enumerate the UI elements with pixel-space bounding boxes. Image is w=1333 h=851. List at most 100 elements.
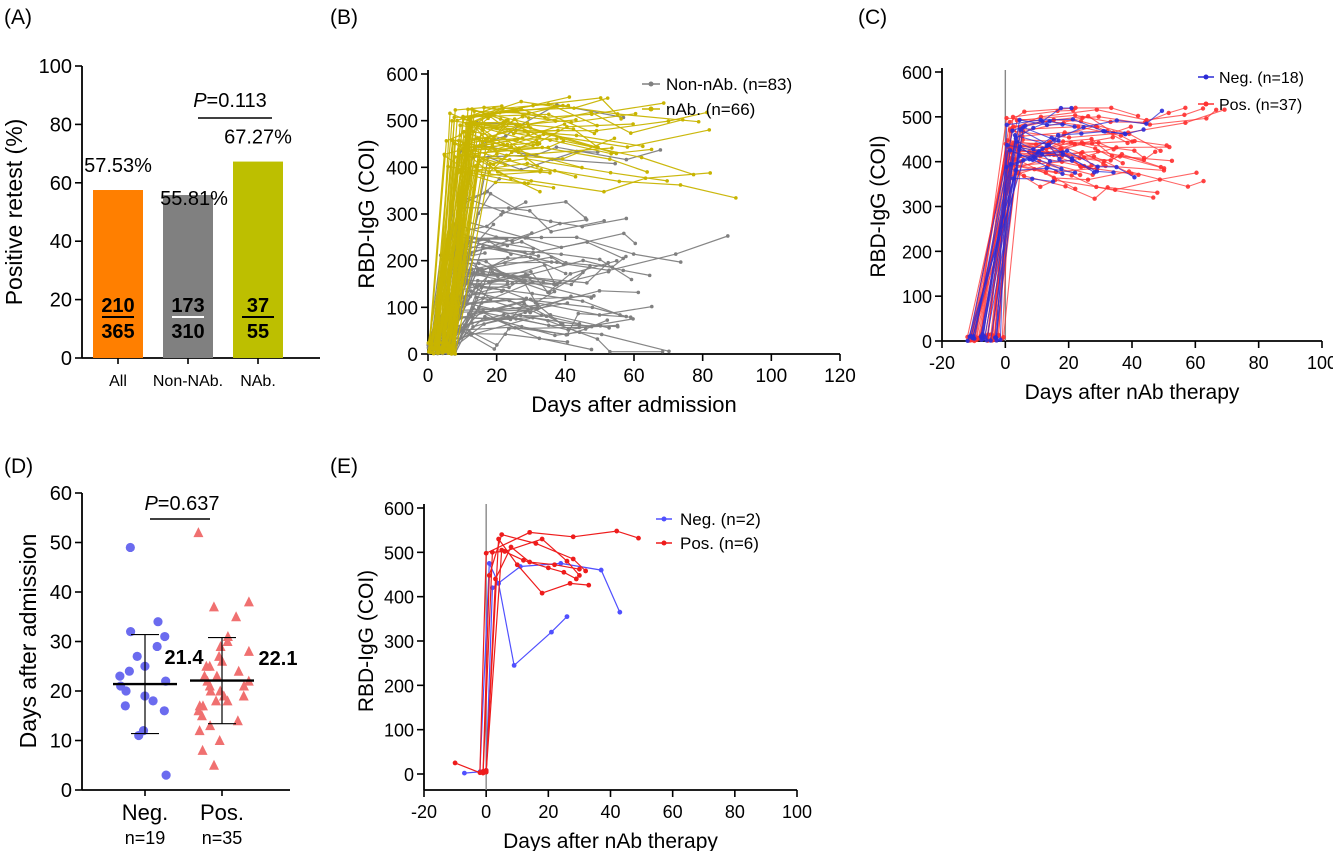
data-point xyxy=(474,295,479,300)
data-point xyxy=(563,271,568,276)
series-line xyxy=(482,562,621,773)
series-line xyxy=(485,549,577,773)
data-point xyxy=(1125,140,1130,146)
data-point xyxy=(1094,184,1099,190)
data-point xyxy=(1072,124,1077,129)
data-point xyxy=(233,665,244,676)
data-point xyxy=(1004,164,1009,170)
data-point xyxy=(612,136,617,141)
x-tick-label: NAb. xyxy=(240,373,276,390)
data-point xyxy=(1012,132,1018,138)
data-point xyxy=(1078,151,1084,156)
data-point xyxy=(548,219,553,224)
data-point xyxy=(134,730,144,741)
y-tick-label: 200 xyxy=(384,676,414,696)
data-point xyxy=(1073,186,1078,191)
data-point xyxy=(489,549,495,555)
data-point xyxy=(598,96,603,100)
data-point xyxy=(450,119,454,123)
data-point xyxy=(680,117,685,122)
x-tick-label: -20 xyxy=(411,802,437,822)
x-tick-label: 80 xyxy=(725,802,745,822)
data-point xyxy=(625,145,630,149)
data-point xyxy=(1185,184,1191,189)
data-point xyxy=(428,350,433,355)
data-point xyxy=(607,326,611,330)
data-point xyxy=(678,183,683,187)
data-point xyxy=(491,307,495,311)
data-point xyxy=(471,306,475,310)
x-tick-label: 60 xyxy=(663,802,683,822)
data-point xyxy=(567,580,573,586)
data-point xyxy=(526,181,530,186)
data-point xyxy=(1004,142,1010,148)
data-point xyxy=(495,343,499,347)
data-point xyxy=(1102,129,1108,134)
legend-marker xyxy=(648,81,654,87)
data-point xyxy=(577,566,582,572)
legend-label: Neg. (n=18) xyxy=(1219,70,1304,87)
group-0: Neg. n=19 21.4 xyxy=(113,542,204,848)
data-point xyxy=(488,191,493,196)
data-point xyxy=(511,662,517,668)
data-point xyxy=(598,324,603,328)
data-point xyxy=(617,179,622,184)
data-point xyxy=(1072,113,1078,118)
data-point xyxy=(708,171,713,175)
data-point xyxy=(503,332,508,336)
data-point xyxy=(231,611,242,622)
data-point xyxy=(466,122,471,126)
data-point xyxy=(1166,110,1171,116)
data-point xyxy=(1122,131,1127,136)
x-tick-label: 40 xyxy=(600,802,620,822)
data-point xyxy=(545,565,551,571)
y-tick-label: 20 xyxy=(50,681,72,703)
y-axis-title: RBD-IgG (COI) xyxy=(355,570,378,712)
y-tick-label: 30 xyxy=(50,632,72,654)
data-point xyxy=(1204,116,1209,121)
y-tick-label: 0 xyxy=(407,345,418,366)
data-point xyxy=(152,641,162,652)
data-point xyxy=(1155,190,1160,195)
data-point xyxy=(159,706,169,716)
data-point xyxy=(215,640,226,651)
y-tick-label: 100 xyxy=(902,287,932,307)
data-point xyxy=(665,179,669,183)
data-point xyxy=(446,164,450,169)
data-point xyxy=(678,260,683,264)
legend-label: nAb. (n=66) xyxy=(666,100,755,119)
data-point xyxy=(1069,105,1074,111)
data-point xyxy=(557,280,562,285)
data-point xyxy=(476,169,480,173)
data-point xyxy=(561,569,567,575)
data-point xyxy=(1055,132,1061,138)
data-point xyxy=(486,572,492,578)
data-point xyxy=(572,106,576,110)
panel-label-c: (C) xyxy=(858,6,887,29)
data-point xyxy=(490,270,495,274)
data-point xyxy=(1056,138,1061,143)
x-tick-label: 80 xyxy=(1249,353,1269,373)
bar-denominator: 310 xyxy=(171,321,204,343)
x-tick-label: 60 xyxy=(1185,353,1205,373)
x-tick-label: 40 xyxy=(1122,353,1142,373)
data-point xyxy=(209,759,220,770)
data-point xyxy=(519,240,524,244)
data-point xyxy=(1033,156,1038,161)
data-point xyxy=(483,769,489,775)
data-point xyxy=(649,304,654,309)
data-point xyxy=(1132,138,1137,144)
data-point xyxy=(524,156,528,161)
data-point xyxy=(570,556,576,562)
data-point xyxy=(526,124,531,129)
data-point xyxy=(1030,176,1035,181)
data-point xyxy=(214,735,225,745)
series-0 xyxy=(965,105,1165,343)
y-tick-label: 0 xyxy=(922,332,932,352)
data-point xyxy=(506,206,511,210)
data-point xyxy=(1094,107,1099,112)
data-point xyxy=(552,289,557,294)
data-point xyxy=(1183,105,1188,111)
data-point xyxy=(542,263,547,267)
data-point xyxy=(559,252,564,257)
